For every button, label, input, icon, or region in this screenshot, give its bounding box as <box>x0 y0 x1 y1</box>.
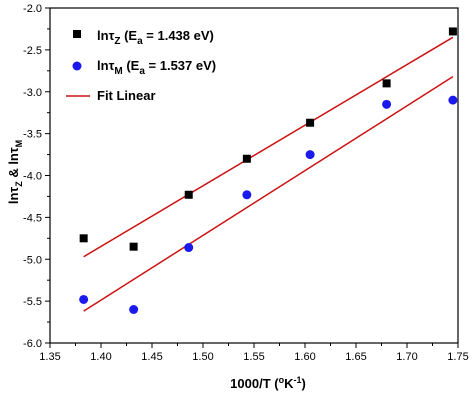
fit-line-tauZ <box>83 36 454 258</box>
point-tauM <box>129 305 139 314</box>
point-tauZ <box>306 118 315 127</box>
point-tauZ <box>448 27 457 36</box>
y-tick-label: -4.0 <box>23 171 42 183</box>
x-tick-label: 1.70 <box>396 351 417 363</box>
y-tick-label: -2.0 <box>23 3 42 15</box>
point-tauZ <box>184 190 193 199</box>
fit-lines <box>83 36 454 312</box>
legend-marker-circle <box>72 61 82 71</box>
legend-marker-square <box>73 30 81 38</box>
x-tick-label: 1.55 <box>243 351 264 363</box>
x-axis-title: 1000/T (oK-1) <box>230 375 306 391</box>
point-tauM <box>382 99 392 109</box>
x-axis-ticks: 1.35 1.40 1.45 1.50 1.55 1.60 1.65 1.70 1.75 <box>39 343 469 363</box>
x-tick-label: 1.35 <box>39 351 60 363</box>
fit-line-tauM <box>83 76 454 312</box>
x-tick-label: 1.45 <box>141 351 162 363</box>
point-tauZ <box>129 242 138 251</box>
y-tick-label: -5.5 <box>23 296 42 308</box>
y-axis-ticks: -2.0 -2.5 -3.0 -3.5 -4.0 -4.5 -5.0 -5.5 -6.0 <box>23 3 50 350</box>
point-tauM <box>305 150 315 160</box>
x-tick-label: 1.60 <box>294 351 315 363</box>
legend-entry-fit: Fit Linear <box>97 88 156 103</box>
point-tauZ <box>242 154 251 163</box>
y-axis-title: lnτZ & lnτM <box>6 140 24 204</box>
point-tauZ <box>382 79 391 88</box>
x-tick-label: 1.50 <box>192 351 213 363</box>
x-tick-label: 1.65 <box>345 351 366 363</box>
y-tick-label: -3.5 <box>23 129 42 141</box>
x-tick-label: 1.40 <box>90 351 111 363</box>
legend-entry-tauM: lnτM (Ea = 1.537 eV) <box>97 58 216 77</box>
y-tick-label: -4.5 <box>23 212 42 224</box>
x-tick-label: 1.75 <box>447 351 468 363</box>
legend: lnτZ (Ea = 1.438 eV) lnτM (Ea = 1.537 eV… <box>66 28 216 103</box>
data-points <box>79 27 458 314</box>
y-tick-label: -3.0 <box>23 87 42 99</box>
y-tick-label: -6.0 <box>23 338 42 350</box>
legend-entry-tauZ: lnτZ (Ea = 1.438 eV) <box>97 28 214 47</box>
point-tauM <box>184 243 194 253</box>
y-tick-label: -5.0 <box>23 254 42 266</box>
y-tick-label: -2.5 <box>23 45 42 57</box>
point-tauM <box>448 95 458 105</box>
point-tauZ <box>79 234 88 243</box>
point-tauM <box>79 294 89 304</box>
point-tauM <box>242 190 252 200</box>
